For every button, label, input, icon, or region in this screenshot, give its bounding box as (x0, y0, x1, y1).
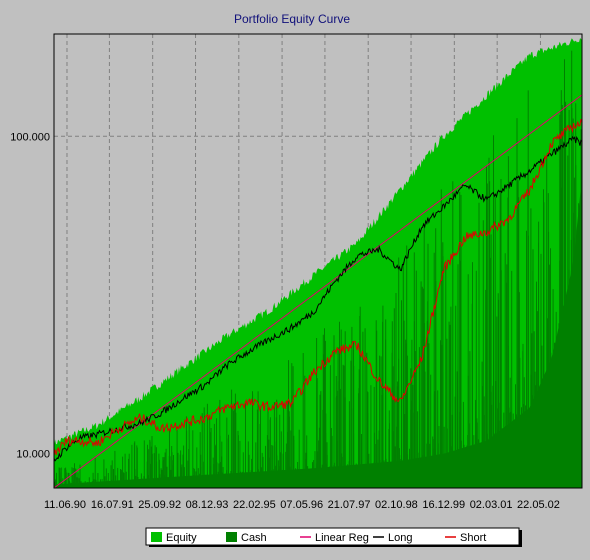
legend-swatch (151, 532, 162, 542)
plot-area (54, 34, 582, 488)
chart-title: Portfolio Equity Curve (234, 12, 350, 26)
x-tick-label-6: 21.07.97 (328, 499, 371, 511)
y-axis-ticks: 10.000 100.000 (10, 131, 50, 460)
legend-box (145, 527, 520, 546)
legend-swatch (226, 532, 237, 542)
x-tick-label-8: 16.12.99 (422, 499, 465, 511)
legend-label: Linear Reg (315, 532, 369, 544)
plot-frame (53, 33, 583, 489)
x-tick-label-2: 25.09.92 (138, 499, 181, 511)
legend: Equity Cash Linear Reg Long Short (145, 527, 522, 547)
y-tick-label-0: 10.000 (16, 449, 50, 461)
legend-item-short: Short (445, 532, 486, 544)
short-line (54, 118, 582, 456)
x-tick-label-9: 02.03.01 (470, 499, 513, 511)
legend-label: Equity (166, 532, 197, 544)
legend-label: Cash (241, 532, 267, 544)
legend-item-cash: Cash (226, 532, 267, 544)
x-tick-label-0: 11.06.90 (44, 499, 86, 511)
x-tick-label-4: 22.02.95 (233, 499, 276, 511)
x-axis-ticks: 11.06.90 16.07.91 25.09.92 08.12.93 22.02.95… (44, 499, 560, 511)
legend-label: Short (460, 532, 486, 544)
x-tick-label-7: 02.10.98 (375, 499, 418, 511)
y-tick-label-1: 100.000 (10, 131, 50, 143)
x-tick-label-1: 16.07.91 (91, 499, 134, 511)
x-tick-label-3: 08.12.93 (186, 499, 229, 511)
cash-area (54, 176, 582, 488)
legend-label: Long (388, 532, 412, 544)
x-tick-label-5: 07.05.96 (280, 499, 323, 511)
legend-item-equity: Equity (151, 532, 197, 544)
legend-item-long: Long (373, 532, 412, 544)
x-tick-label-10: 22.05.02 (517, 499, 560, 511)
legend-item-linear-reg: Linear Reg (300, 532, 369, 544)
long-line (54, 135, 582, 462)
